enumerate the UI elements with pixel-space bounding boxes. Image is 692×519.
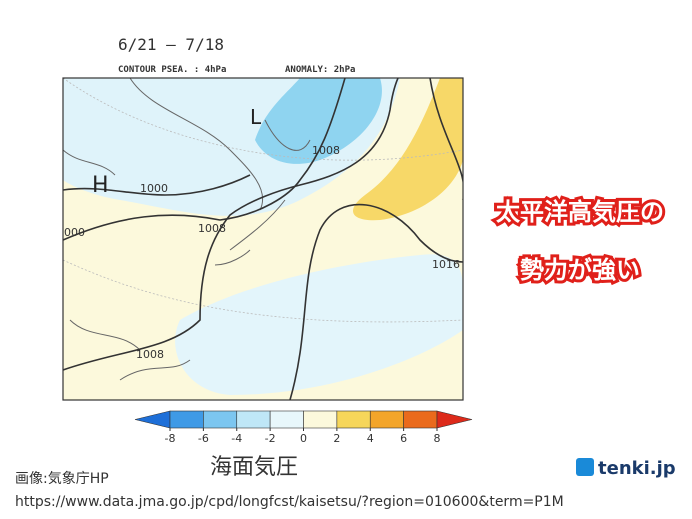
map: 1008 1000 000 1008 1016 1008 H L bbox=[62, 77, 464, 401]
colorbar-arrow bbox=[436, 410, 473, 429]
colorbar-arrow bbox=[134, 410, 171, 429]
colorbar-segment bbox=[369, 410, 404, 429]
colorbar-segment bbox=[236, 410, 271, 429]
contour-label: 1008 bbox=[136, 348, 164, 361]
brand-name: tenki.jp bbox=[598, 458, 676, 479]
colorbar-segment bbox=[303, 410, 338, 429]
colorbar-label: 4 bbox=[367, 432, 374, 445]
colorbar-label: -4 bbox=[231, 432, 242, 445]
contour-label: 1008 bbox=[198, 222, 226, 235]
low-marker: L bbox=[250, 105, 262, 129]
colorbar-label: 8 bbox=[434, 432, 441, 445]
source-url: https://www.data.jma.go.jp/cpd/longfcst/… bbox=[15, 494, 564, 510]
callout-line: 勢力が強い bbox=[520, 256, 640, 284]
period: 6/21 – 7/18 bbox=[118, 35, 224, 54]
colorbar-label: -6 bbox=[198, 432, 209, 445]
high-marker: H bbox=[92, 173, 109, 198]
brand: tenki.jp bbox=[576, 458, 676, 479]
colorbar-segment bbox=[269, 410, 304, 429]
anomaly-note: ANOMALY: 2hPa bbox=[285, 65, 355, 75]
colorbar-label: -8 bbox=[165, 432, 176, 445]
callout: 太平洋高気圧の 勢力が強い bbox=[493, 195, 667, 287]
contour-label: 000 bbox=[64, 226, 85, 239]
colorbar: -8 -6 -4 -2 0 2 4 6 8 bbox=[134, 410, 473, 445]
colorbar-label: 6 bbox=[400, 432, 407, 445]
contour-label: 1016 bbox=[432, 258, 460, 271]
colorbar-label: 2 bbox=[333, 432, 340, 445]
contour-note: CONTOUR PSEA. : 4hPa bbox=[118, 65, 226, 75]
contour-label: 1000 bbox=[140, 182, 168, 195]
colorbar-segment bbox=[403, 410, 438, 429]
colorbar-segment bbox=[169, 410, 204, 429]
contour-label: 1008 bbox=[312, 144, 340, 157]
colorbar-segment bbox=[203, 410, 238, 429]
colorbar-label: -2 bbox=[265, 432, 276, 445]
source: 画像:気象庁HP bbox=[15, 471, 109, 487]
colorbar-label: 0 bbox=[300, 432, 307, 445]
colorbar-segment bbox=[336, 410, 371, 429]
legend-title: 海面気圧 bbox=[210, 455, 298, 480]
callout-line: 太平洋高気圧の bbox=[496, 198, 664, 226]
